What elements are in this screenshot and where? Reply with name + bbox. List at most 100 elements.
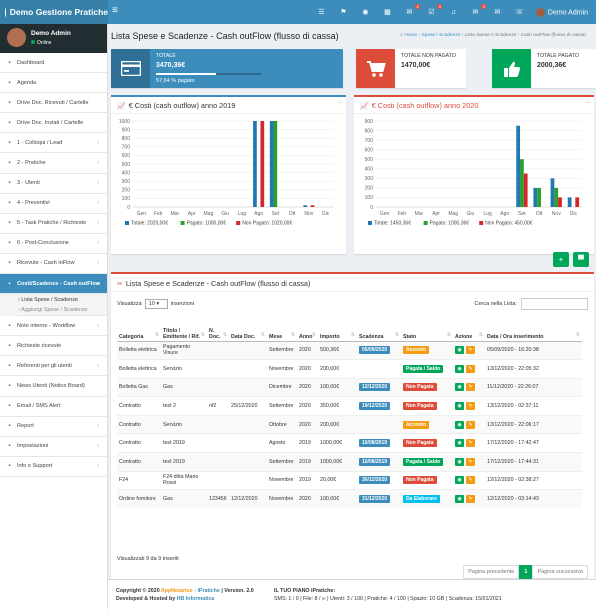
company-link[interactable]: HB Informatica bbox=[176, 596, 215, 602]
column-header[interactable]: Data Doc. ⇅ bbox=[229, 315, 267, 342]
column-header[interactable]: N. Doc. ⇅ bbox=[207, 315, 229, 342]
collapse-icon[interactable]: − bbox=[337, 100, 341, 106]
x-tick-label: Ago bbox=[500, 211, 509, 217]
sidebar-subitem-aggiungi[interactable]: › Aggiungi Spese / Scadenze bbox=[18, 305, 107, 317]
message-icon[interactable]: ✉ 3 bbox=[472, 4, 486, 16]
sidebar-item-drive-doc-ricevuti-cartelle[interactable]: ▪ Drive Doc. Ricevuti / Cartelle bbox=[0, 93, 107, 114]
view-button[interactable]: ◉ bbox=[455, 383, 464, 392]
legend-label: Pagato: 1000,00€ bbox=[187, 221, 227, 227]
column-header[interactable]: Mese ⇅ bbox=[267, 315, 297, 342]
sidebar-item-label: Drive Doc. Ricevuti / Cartelle bbox=[17, 99, 89, 106]
sidebar-item-4-preventivi[interactable]: ▪ 4 - Preventivi ‹ bbox=[0, 194, 107, 214]
chevron-icon: ‹ bbox=[97, 443, 99, 450]
sidebar-subitem-lista[interactable]: › Lista Spese / Scadenze bbox=[18, 296, 78, 303]
table-cell: 350,00€ bbox=[318, 396, 357, 416]
sidebar-item-5-task-pratiche-richieste[interactable]: ▪ 5 - Task Pratiche / Richieste ‹ bbox=[0, 214, 107, 234]
edit-button[interactable]: ✎ bbox=[466, 383, 475, 392]
edit-button[interactable]: ✎ bbox=[466, 476, 475, 485]
chart-box-2020: 📈 € Costi (cash outflow) anno 2020 − 0 100… bbox=[354, 95, 594, 254]
view-button[interactable]: ◉ bbox=[455, 402, 464, 411]
user-menu[interactable]: Demo Admin bbox=[535, 7, 588, 17]
calendar-icon[interactable]: ▦ bbox=[384, 9, 391, 16]
car-icon[interactable]: ▀ bbox=[573, 252, 589, 267]
sidebar-item-dashboard[interactable]: ▪ Dashboard bbox=[0, 53, 107, 74]
sidebar-item-news-utenti-notice-board[interactable]: ▪ News Utenti (Notice Board) bbox=[0, 376, 107, 397]
edit-button[interactable]: ✎ bbox=[466, 439, 475, 448]
add-button[interactable]: + bbox=[553, 252, 569, 267]
collapse-icon[interactable]: − bbox=[585, 100, 589, 106]
page-1-button[interactable]: 1 bbox=[519, 565, 533, 579]
edit-button[interactable]: ✎ bbox=[466, 457, 475, 466]
sidebar-item-drive-doc-inviati-cartelle[interactable]: ▪ Drive Doc. Inviati / Cartelle bbox=[0, 113, 107, 134]
view-button[interactable]: ◉ bbox=[455, 495, 464, 504]
edit-button[interactable]: ✎ bbox=[466, 402, 475, 411]
sidebar-item-ricevute-cash-inflow[interactable]: ▪ Ricevute - Cash inFlow ‹ bbox=[0, 254, 107, 275]
sidebar-item-2-pratiche[interactable]: ▪ 2 - Pratiche ‹ bbox=[0, 153, 107, 174]
sidebar-item-6-post-conclusione[interactable]: ▪ 6 - Post-Conclusione ‹ bbox=[0, 234, 107, 254]
sidebar-item-3-utenti[interactable]: ▪ 3 - Utenti ‹ bbox=[0, 174, 107, 194]
flag-icon[interactable]: ⚑ bbox=[340, 9, 347, 16]
brand-link[interactable]: AppNotarius bbox=[160, 588, 193, 594]
chevron-icon: ‹ bbox=[97, 260, 99, 267]
edit-button[interactable]: ✎ bbox=[466, 346, 475, 355]
sidebar-item-agenda[interactable]: ▪ Agenda bbox=[0, 73, 107, 94]
sms-icon[interactable]: ☏ bbox=[515, 9, 524, 16]
sidebar-item-richieste-ricevute[interactable]: ▪ Richieste ricevute bbox=[0, 336, 107, 357]
view-button[interactable]: ◉ bbox=[455, 457, 464, 466]
table-cell: 17/12/2020 - 17:42:47 bbox=[485, 433, 582, 453]
eye-icon[interactable]: ◉ bbox=[362, 9, 369, 16]
column-header[interactable]: Importo ⇅ bbox=[318, 315, 357, 342]
table-cell: Da Elaborare bbox=[401, 489, 453, 509]
table-cell: Pagata / Saldo bbox=[401, 359, 453, 379]
search-input[interactable] bbox=[521, 298, 588, 310]
column-header[interactable]: Data / Ora inserimento ⇅ bbox=[485, 315, 582, 342]
edit-button[interactable]: ✎ bbox=[466, 364, 475, 373]
column-header[interactable]: Anno ⇅ bbox=[297, 315, 318, 342]
infobox-paid: TOTALE PAGATO 2000,36€ bbox=[492, 49, 596, 88]
view-button[interactable]: ◉ bbox=[455, 420, 464, 429]
list-icon[interactable]: ☰ bbox=[318, 9, 325, 16]
prev-page-button[interactable]: Pagina precedente bbox=[463, 565, 520, 579]
app-logo[interactable]: Demo Gestione Pratiche bbox=[0, 0, 108, 24]
notifications-icon[interactable]: ✉ 2 bbox=[406, 4, 420, 16]
next-page-button[interactable]: Pagina successiva bbox=[532, 565, 588, 579]
column-header[interactable]: Titolo / Emittente / Rif. ⇅ bbox=[161, 315, 207, 342]
table-cell bbox=[207, 433, 229, 453]
table-cell: 12/12/2020 bbox=[357, 377, 401, 397]
bell-icon[interactable]: ♫ bbox=[450, 8, 457, 16]
sidebar-item-costi-scadenze-cash-outflow[interactable]: ▪ Costi/Scadenze - Cash outFlow ‹ bbox=[0, 274, 107, 295]
sidebar-item-label: Info e Support bbox=[17, 463, 53, 470]
edit-button[interactable]: ✎ bbox=[466, 420, 475, 429]
sidebar-item-impostazioni[interactable]: ▪ Impostazioni ‹ bbox=[0, 437, 107, 457]
sidebar-item-note-interne-workflow[interactable]: ▪ Note interne - Workflow ‹ bbox=[0, 316, 107, 337]
paid-percent: 57,64 % pagato bbox=[156, 78, 195, 84]
column-header[interactable]: Azione ⇅ bbox=[453, 315, 485, 342]
sidebar-item-referenti-per-gli-utenti[interactable]: ▪ Referenti per gli utenti ‹ bbox=[0, 356, 107, 377]
view-button[interactable]: ◉ bbox=[455, 476, 464, 485]
column-header[interactable]: Scadenza ⇅ bbox=[357, 315, 401, 342]
table-cell: F24 ditta Mario Rossi bbox=[161, 470, 207, 490]
mail-icon[interactable]: ✉ bbox=[494, 9, 501, 16]
sidebar-item-email-sms-alert[interactable]: ▪ Email / SMS Alert bbox=[0, 397, 107, 417]
breadcrumb-spese[interactable]: Spese / Scadenze bbox=[421, 33, 461, 38]
view-button[interactable]: ◉ bbox=[455, 364, 464, 373]
table-cell: ◉ ✎ bbox=[453, 377, 485, 397]
y-tick-label: 100 bbox=[365, 195, 374, 201]
tasks-icon[interactable]: ☑ 4 bbox=[428, 4, 442, 16]
page-length-select[interactable]: 10 ▾ bbox=[144, 299, 168, 309]
table-cell: 13/12/2020 - 02:37:11 bbox=[485, 396, 582, 416]
sidebar-item-report[interactable]: ▪ Report ‹ bbox=[0, 417, 107, 437]
x-tick-label: Set bbox=[272, 211, 280, 217]
y-tick-label: 400 bbox=[122, 170, 131, 176]
column-header[interactable]: Categoria ⇅ bbox=[117, 315, 161, 342]
sidebar-item-1-colloqui-lead[interactable]: ▪ 1 - Colloqui / Lead ‹ bbox=[0, 133, 107, 154]
view-button[interactable]: ◉ bbox=[455, 439, 464, 448]
menu-toggle-icon[interactable]: ≡ bbox=[112, 5, 118, 16]
column-header[interactable]: Stato ⇅ bbox=[401, 315, 453, 342]
table-cell: 123456 bbox=[207, 489, 229, 509]
sidebar-item-info-e-support[interactable]: ▪ Info e Support ‹ bbox=[0, 457, 107, 477]
edit-button[interactable]: ✎ bbox=[466, 495, 475, 504]
view-button[interactable]: ◉ bbox=[455, 346, 464, 355]
sort-icon: ⇅ bbox=[222, 331, 227, 338]
breadcrumb-home[interactable]: Home bbox=[404, 33, 418, 38]
